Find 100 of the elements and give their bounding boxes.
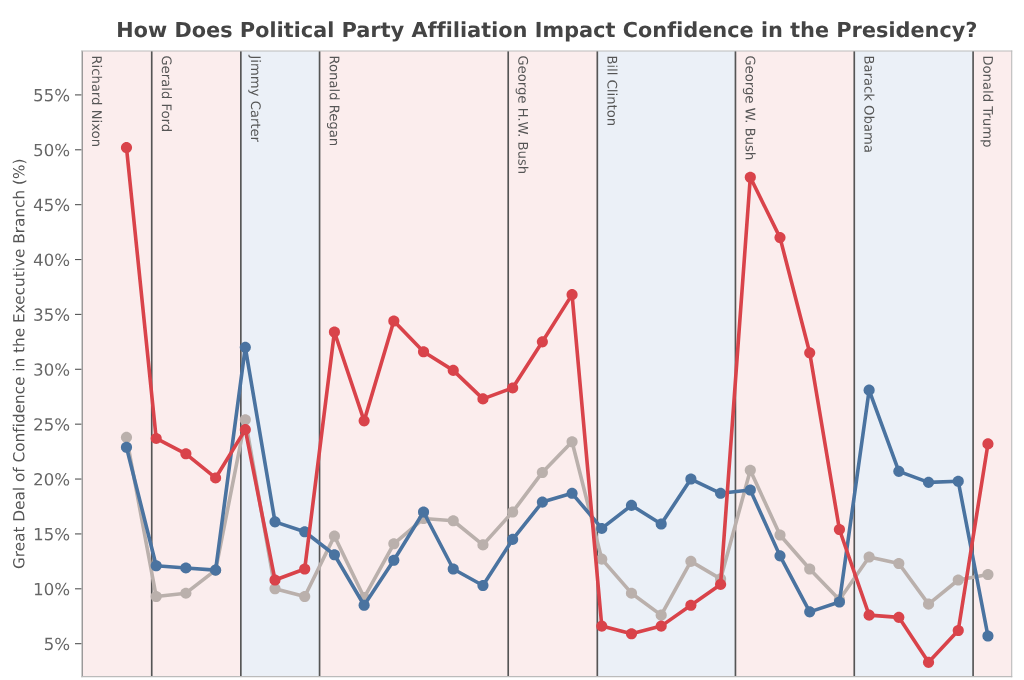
point [269, 516, 281, 528]
point [417, 346, 430, 358]
point [566, 487, 578, 499]
point [744, 464, 756, 476]
point [269, 574, 281, 586]
point [536, 496, 548, 508]
point [239, 341, 251, 353]
y-tick-label: 50% [34, 143, 70, 157]
point [982, 630, 994, 642]
point [655, 609, 667, 621]
y-tick-label: 40% [33, 253, 70, 267]
point [477, 393, 489, 405]
point [536, 336, 548, 348]
y-tick-label: 15% [34, 527, 70, 541]
point [417, 506, 430, 518]
point [328, 326, 340, 338]
point [180, 562, 192, 574]
point [863, 384, 875, 396]
annotation: Gerald Ford [161, 56, 172, 132]
point [507, 533, 519, 545]
point [685, 473, 697, 485]
point [804, 563, 816, 575]
point [774, 232, 786, 244]
point [744, 484, 756, 496]
point [655, 620, 667, 632]
point [328, 530, 340, 542]
point [596, 553, 608, 565]
annotation: Donald Trump [980, 56, 994, 147]
y-tick-label: 55% [34, 88, 70, 102]
point [120, 441, 133, 453]
point [388, 315, 400, 327]
point [180, 587, 192, 599]
point [596, 620, 608, 632]
point [388, 554, 400, 566]
point [507, 506, 519, 518]
point [952, 624, 964, 637]
point [922, 656, 935, 668]
y-axis-title: Great Deal of Confidence in the Executive Branch (%) [12, 159, 27, 569]
point [536, 466, 548, 479]
point [150, 560, 162, 572]
point [210, 472, 222, 484]
point [744, 171, 756, 183]
point [982, 568, 994, 581]
point [566, 436, 578, 448]
point [804, 606, 816, 618]
point [507, 382, 519, 394]
point [922, 598, 935, 610]
annotation: George H.W. Bush [515, 56, 529, 174]
y-tick-label: 10% [34, 582, 70, 596]
point [655, 518, 667, 530]
point [120, 142, 133, 154]
point [150, 432, 162, 444]
point [625, 587, 638, 599]
annotation: Barack Obama [864, 56, 875, 152]
annotation: Bill Clinton [607, 56, 618, 126]
y-tick-label: 45% [33, 198, 70, 212]
point [299, 590, 311, 603]
point [477, 579, 489, 592]
point [774, 550, 786, 562]
point [715, 578, 727, 590]
point [893, 558, 905, 570]
point [833, 523, 845, 536]
point [863, 551, 875, 563]
point [625, 499, 638, 511]
point [358, 599, 370, 611]
point [447, 515, 459, 527]
point [239, 414, 251, 426]
annotation: George W. Bush [742, 56, 756, 160]
chart-title: How Does Political Party Affiliation Impact Confidence in the Presidency? [118, 21, 977, 42]
y-tick-label: 5% [44, 637, 70, 651]
point [180, 448, 192, 460]
point [774, 529, 786, 541]
point [922, 476, 935, 488]
annotation: Richard Nixon [91, 56, 103, 146]
point [150, 590, 162, 603]
point [893, 611, 905, 623]
point [625, 628, 638, 640]
annotation: Jimmy Carter [248, 54, 262, 143]
point [863, 609, 875, 621]
point [804, 347, 816, 359]
point [685, 555, 697, 567]
point [596, 522, 608, 534]
point [893, 465, 905, 477]
point [120, 431, 133, 443]
point [982, 438, 994, 450]
point [358, 415, 370, 427]
point [447, 563, 459, 575]
point [328, 549, 340, 561]
point [952, 475, 964, 487]
point [477, 539, 489, 551]
y-tick-label: 25% [34, 418, 70, 431]
y-tick-label: 35% [34, 308, 70, 321]
point [239, 424, 251, 436]
point [566, 289, 578, 301]
point [715, 487, 727, 499]
point [447, 364, 459, 376]
annotation: Ronald Regan [326, 56, 340, 146]
point [299, 563, 311, 575]
point [388, 538, 400, 550]
point [952, 574, 964, 586]
